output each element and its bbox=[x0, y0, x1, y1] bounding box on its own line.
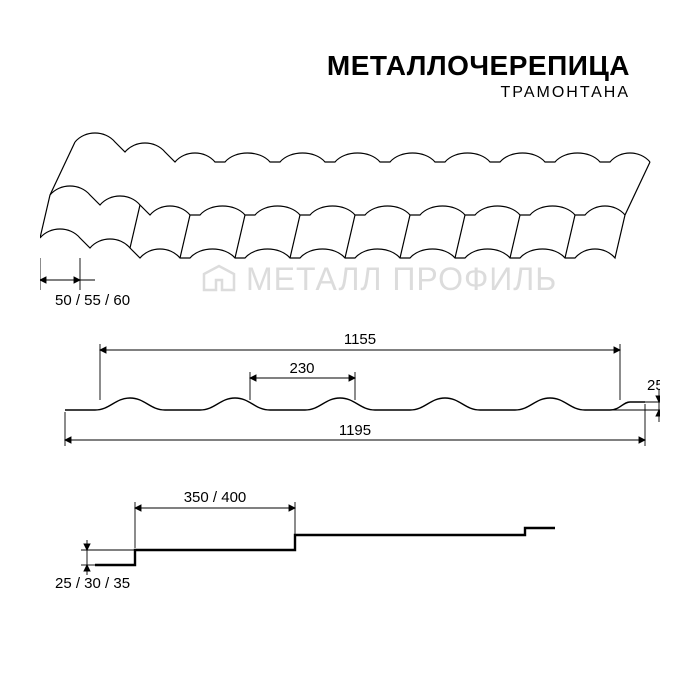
dim-effective-width-label: 1155 bbox=[344, 331, 376, 348]
dim-step-height-label: 25 / 30 / 35 bbox=[55, 575, 130, 592]
dim-step-length bbox=[135, 502, 295, 548]
dim-overlap bbox=[40, 258, 95, 290]
side-profile-view: 350 / 400 25 / 30 / 35 bbox=[55, 489, 555, 592]
dim-step-height bbox=[81, 540, 135, 575]
side-profile-line bbox=[95, 528, 555, 565]
dim-effective-width bbox=[100, 344, 620, 400]
dim-wave-height-label: 25 bbox=[647, 377, 660, 394]
diagram-container: 50 / 55 / 60 1155 230 bbox=[40, 120, 660, 620]
page-subtitle: ТРАМОНТАНА bbox=[327, 84, 630, 102]
dim-total-width-label: 1195 bbox=[339, 422, 371, 439]
page-title: МЕТАЛЛОЧЕРЕПИЦА bbox=[327, 50, 630, 82]
cross-section-view: 1155 230 25 1195 bbox=[65, 331, 660, 446]
dim-overlap-label: 50 / 55 / 60 bbox=[55, 292, 130, 309]
perspective-tile-view: 50 / 55 / 60 bbox=[40, 133, 650, 309]
technical-drawing: 50 / 55 / 60 1155 230 bbox=[40, 120, 660, 620]
dim-wave-pitch-label: 230 bbox=[289, 360, 314, 377]
dim-wave-height bbox=[585, 390, 660, 422]
header-block: МЕТАЛЛОЧЕРЕПИЦА ТРАМОНТАНА bbox=[327, 50, 630, 102]
dim-step-length-label: 350 / 400 bbox=[184, 489, 247, 506]
